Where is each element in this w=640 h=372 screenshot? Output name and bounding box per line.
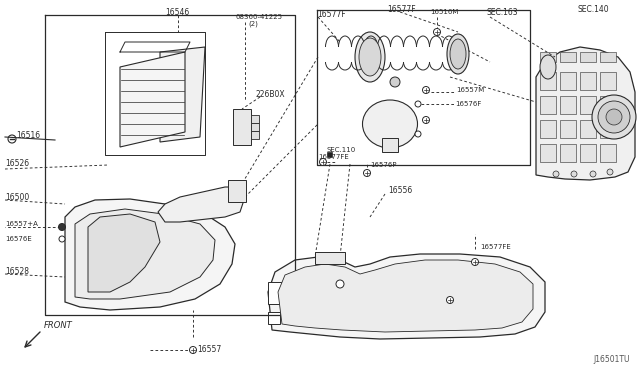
Ellipse shape [450, 39, 466, 69]
Text: 16577F: 16577F [317, 10, 346, 19]
Text: 16500: 16500 [5, 192, 29, 202]
Polygon shape [88, 214, 160, 292]
Ellipse shape [359, 38, 381, 76]
Text: 16516M: 16516M [430, 9, 458, 15]
Bar [540, 144, 556, 162]
Bar [540, 96, 556, 114]
Polygon shape [268, 312, 280, 324]
Text: 16577FE: 16577FE [480, 244, 511, 250]
Text: J16501TU: J16501TU [593, 355, 630, 364]
Ellipse shape [355, 32, 385, 82]
Ellipse shape [540, 55, 556, 79]
Bar [251, 131, 259, 139]
Text: 16576E: 16576E [5, 236, 32, 242]
Circle shape [553, 171, 559, 177]
Text: 16577F: 16577F [387, 4, 415, 13]
Circle shape [607, 169, 613, 175]
Bar [251, 115, 259, 123]
Bar [560, 120, 576, 138]
Bar [560, 72, 576, 90]
Text: 16557+A: 16557+A [5, 221, 38, 227]
Circle shape [390, 77, 400, 87]
Polygon shape [160, 47, 205, 142]
Text: 16516: 16516 [16, 131, 40, 140]
Bar [540, 120, 556, 138]
Bar [600, 72, 616, 90]
Bar [600, 120, 616, 138]
Circle shape [189, 346, 196, 353]
Ellipse shape [362, 100, 417, 148]
Text: 16557: 16557 [197, 346, 221, 355]
Bar [560, 96, 576, 114]
Bar [580, 120, 596, 138]
Text: 16576P: 16576P [370, 162, 397, 168]
Polygon shape [158, 187, 245, 222]
Bar [540, 52, 556, 62]
Bar [327, 152, 332, 157]
Circle shape [433, 29, 440, 35]
Circle shape [8, 135, 16, 143]
Circle shape [545, 61, 551, 67]
Text: 16556: 16556 [388, 186, 412, 195]
Circle shape [447, 296, 454, 304]
Text: 16546: 16546 [165, 7, 189, 16]
Text: (2): (2) [248, 21, 258, 27]
Bar [580, 144, 596, 162]
Circle shape [422, 87, 429, 93]
Circle shape [590, 171, 596, 177]
Bar [600, 96, 616, 114]
Text: 16526: 16526 [5, 158, 29, 167]
Polygon shape [268, 254, 545, 339]
Polygon shape [278, 260, 533, 332]
Circle shape [336, 280, 344, 288]
Bar [580, 72, 596, 90]
Circle shape [545, 66, 553, 74]
Bar [560, 52, 576, 62]
Text: 226B0X: 226B0X [255, 90, 285, 99]
Bar [580, 52, 596, 62]
Polygon shape [65, 199, 235, 310]
Circle shape [415, 131, 421, 137]
Polygon shape [315, 252, 345, 264]
Text: SEC.163: SEC.163 [487, 7, 518, 16]
Circle shape [364, 170, 371, 176]
Circle shape [58, 224, 65, 231]
Bar [560, 144, 576, 162]
Bar [382, 138, 398, 152]
Bar [540, 72, 556, 90]
Bar [600, 144, 616, 162]
Text: 16557M: 16557M [456, 87, 484, 93]
Circle shape [415, 101, 421, 107]
Text: SEC.110: SEC.110 [327, 147, 356, 153]
Text: SEC.140: SEC.140 [578, 4, 610, 13]
Circle shape [571, 171, 577, 177]
Circle shape [592, 95, 636, 139]
Ellipse shape [447, 34, 469, 74]
Polygon shape [268, 282, 282, 304]
Circle shape [59, 236, 65, 242]
Text: 16577FE: 16577FE [318, 154, 349, 160]
Bar [600, 52, 616, 62]
Circle shape [422, 116, 429, 124]
Bar [251, 123, 259, 131]
Circle shape [598, 101, 630, 133]
Polygon shape [75, 209, 215, 299]
Text: 16528: 16528 [5, 267, 29, 276]
Bar [228, 180, 246, 202]
Bar [580, 96, 596, 114]
Circle shape [606, 109, 622, 125]
Text: 16576F: 16576F [455, 101, 481, 107]
Circle shape [472, 259, 479, 266]
Polygon shape [536, 47, 635, 180]
Circle shape [319, 158, 326, 166]
Polygon shape [120, 52, 185, 147]
Bar [233, 109, 251, 145]
Text: 08360-41225: 08360-41225 [235, 14, 282, 20]
Text: FRONT: FRONT [44, 321, 73, 330]
